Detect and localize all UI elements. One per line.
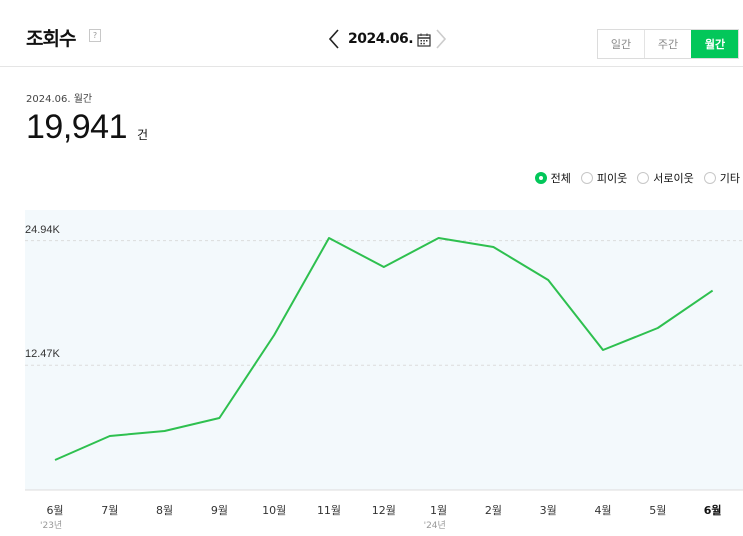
x-tick-label: 12월 [371,504,396,517]
chevron-left-icon [329,29,339,49]
series-filter: 전체 피이웃 서로이웃 기타 [525,170,740,186]
data-point[interactable] [710,288,716,294]
x-tick-label: 5월 [649,504,667,517]
x-tick-label: 11월 [316,504,342,517]
calendar-icon[interactable] [417,32,431,47]
header: 조회수 ? 2024.06. 일간 주간 월간 [0,0,743,67]
data-point[interactable] [600,347,606,353]
x-tick-label: 6월 [703,504,722,517]
data-point[interactable] [326,235,332,241]
series-line [54,237,714,461]
y-tick-label: 24.94K [25,223,60,236]
date-navigator: 2024.06. [324,26,451,52]
summary-caption: 2024.06. 월간 [26,94,93,105]
x-tick-label: 8월 [156,504,174,517]
filter-neighbor[interactable]: 피이웃 [580,170,628,186]
data-point[interactable] [271,332,277,338]
filter-label: 피이웃 [596,172,628,185]
next-period-button[interactable] [431,26,451,52]
y-tick-label: 12.47K [25,348,60,361]
x-tick-label: 2월 [484,504,502,517]
radio-icon [534,172,547,184]
period-monthly-button[interactable]: 월간 [691,30,738,58]
page-title: 조회수 [26,28,76,50]
data-point[interactable] [381,264,387,270]
x-tick-label: 7월 [101,504,119,517]
year-marker: '23년 [40,521,63,531]
current-date-label: 2024.06. [348,31,414,47]
chart-canvas [25,210,743,491]
radio-icon [637,172,650,184]
filter-all[interactable]: 전체 [534,170,571,186]
help-icon[interactable]: ? [89,29,101,42]
x-tick-label: 4월 [594,504,612,517]
filter-label: 서로이웃 [653,172,694,185]
prev-period-button[interactable] [324,26,344,52]
data-point[interactable] [490,244,496,250]
filter-other[interactable]: 기타 [703,170,740,186]
data-point[interactable] [216,415,222,421]
data-point[interactable] [162,428,168,434]
filter-label: 기타 [719,172,740,185]
summary-value: 19,941 [26,108,128,146]
summary-unit: 건 [137,128,149,142]
data-point[interactable] [52,457,58,463]
data-point[interactable] [436,235,442,241]
radio-icon [703,172,716,184]
x-tick-label: 6월 [46,504,64,517]
year-marker: '24년 [423,521,446,531]
filter-label: 전체 [550,172,571,185]
filter-mutual-neighbor[interactable]: 서로이웃 [637,170,694,186]
x-tick-label: 1월 [430,504,448,517]
plot-area [25,210,743,490]
x-tick-label: 10월 [262,504,287,517]
radio-icon [580,172,593,184]
chevron-right-icon [436,29,447,49]
x-tick-label: 9월 [210,504,228,517]
views-line-chart: 24.94K 12.47K 6월 7월 8월 9월 10월 11월 12월 1월 2월 3월 4월 5월 6… [0,190,743,532]
data-point[interactable] [545,277,551,283]
x-tick-label: 3월 [539,504,557,517]
period-toggle: 일간 주간 월간 [597,29,739,59]
period-daily-button[interactable]: 일간 [610,38,632,51]
data-point[interactable] [655,325,661,331]
data-point[interactable] [107,433,113,439]
period-weekly-button[interactable]: 주간 [644,30,691,58]
